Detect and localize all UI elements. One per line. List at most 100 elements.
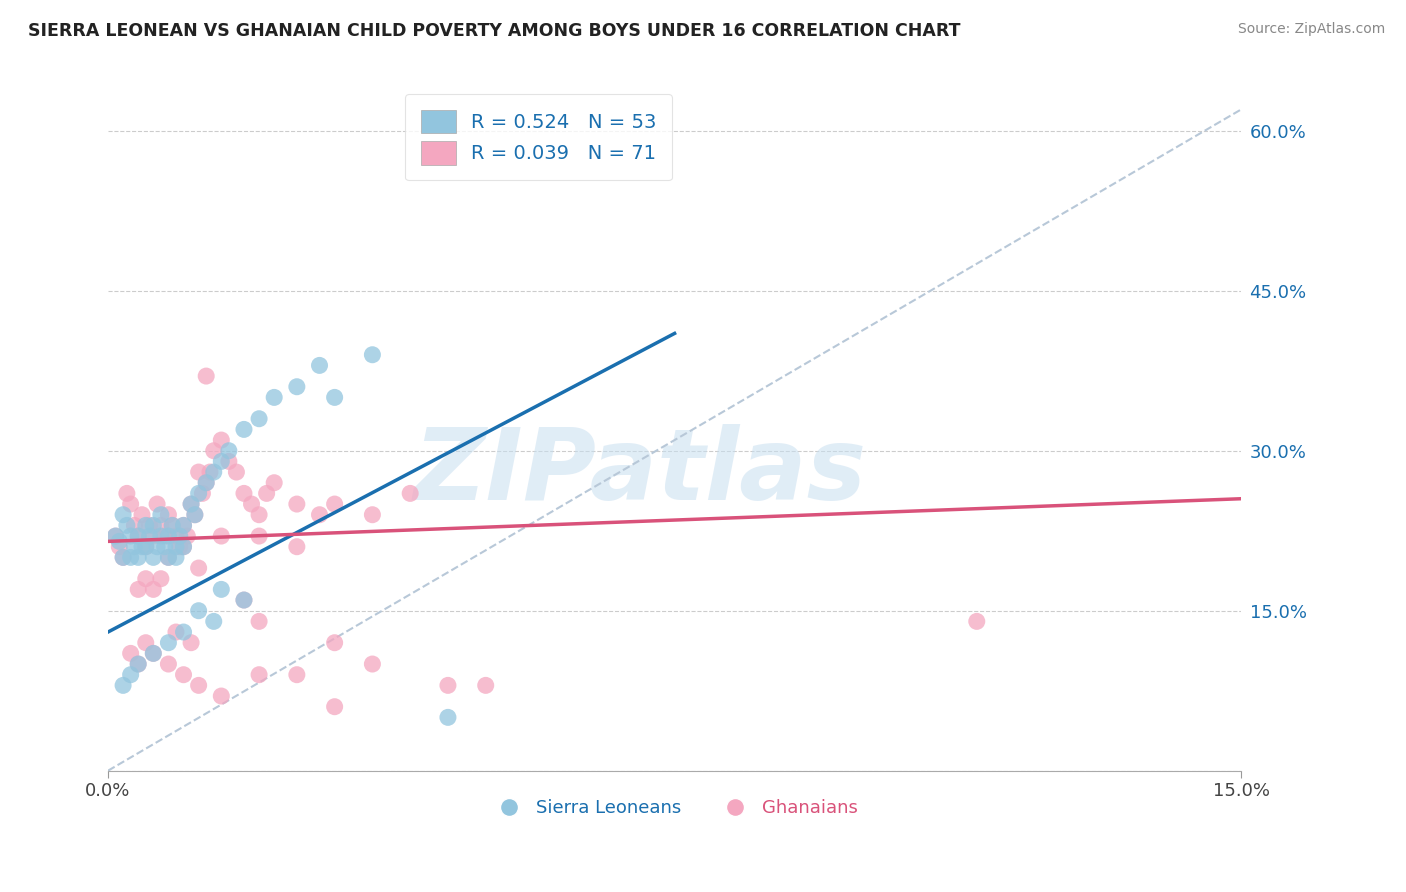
Point (187, 678, 209, 692)
Point (165, 625, 187, 640)
Point (247, 529, 270, 543)
Point (142, 529, 165, 543)
Point (120, 529, 142, 543)
Point (437, 710, 460, 724)
Point (187, 604, 209, 618)
Point (361, 508, 384, 522)
Point (187, 561, 209, 575)
Point (233, 593, 256, 607)
Point (149, 529, 172, 543)
Point (146, 540, 169, 554)
Text: Source: ZipAtlas.com: Source: ZipAtlas.com (1237, 22, 1385, 37)
Point (173, 540, 195, 554)
Point (112, 678, 135, 692)
Point (157, 636, 180, 650)
Point (127, 657, 149, 671)
Point (187, 486, 209, 500)
Point (131, 508, 153, 522)
Point (285, 667, 308, 681)
Point (165, 550, 187, 565)
Point (187, 465, 209, 479)
Point (323, 699, 346, 714)
Point (146, 497, 169, 511)
Point (263, 391, 285, 405)
Point (169, 529, 191, 543)
Point (263, 475, 285, 490)
Point (966, 615, 988, 629)
Point (285, 540, 308, 554)
Point (149, 518, 172, 533)
Point (173, 540, 195, 554)
Point (233, 422, 256, 436)
Point (112, 550, 135, 565)
Point (176, 529, 198, 543)
Point (138, 529, 160, 543)
Point (112, 508, 135, 522)
Point (180, 497, 202, 511)
Point (474, 678, 496, 692)
Point (218, 443, 240, 458)
Point (112, 550, 135, 565)
Point (191, 486, 214, 500)
Point (135, 540, 157, 554)
Text: ZIPatlas: ZIPatlas (413, 424, 868, 521)
Point (184, 508, 207, 522)
Point (209, 454, 232, 468)
Point (120, 646, 142, 660)
Point (233, 593, 256, 607)
Point (285, 497, 308, 511)
Point (209, 689, 232, 703)
Point (108, 540, 131, 554)
Point (124, 518, 146, 533)
Point (142, 646, 165, 660)
Point (361, 657, 384, 671)
Point (202, 443, 225, 458)
Point (127, 657, 149, 671)
Point (153, 540, 176, 554)
Point (160, 518, 183, 533)
Point (138, 518, 160, 533)
Point (157, 550, 180, 565)
Point (120, 550, 142, 565)
Point (361, 348, 384, 362)
Point (104, 529, 127, 543)
Point (135, 636, 157, 650)
Point (157, 529, 180, 543)
Point (225, 465, 247, 479)
Point (202, 615, 225, 629)
Point (149, 508, 172, 522)
Text: SIERRA LEONEAN VS GHANAIAN CHILD POVERTY AMONG BOYS UNDER 16 CORRELATION CHART: SIERRA LEONEAN VS GHANAIAN CHILD POVERTY… (28, 22, 960, 40)
Point (135, 540, 157, 554)
Point (247, 508, 270, 522)
Point (173, 625, 195, 640)
Point (142, 550, 165, 565)
Point (131, 540, 153, 554)
Point (195, 369, 218, 384)
Point (104, 529, 127, 543)
Point (308, 359, 330, 373)
Point (308, 508, 330, 522)
Point (399, 486, 422, 500)
Point (142, 646, 165, 660)
Point (247, 411, 270, 425)
Point (165, 529, 187, 543)
Point (127, 529, 149, 543)
Point (209, 433, 232, 447)
Point (153, 529, 176, 543)
Point (323, 497, 346, 511)
Point (142, 582, 165, 597)
Point (198, 465, 221, 479)
Point (120, 497, 142, 511)
Point (165, 540, 187, 554)
Point (135, 518, 157, 533)
Point (285, 380, 308, 394)
Point (180, 636, 202, 650)
Point (124, 540, 146, 554)
Point (323, 636, 346, 650)
Legend: Sierra Leoneans, Ghanaians: Sierra Leoneans, Ghanaians (484, 791, 866, 824)
Point (233, 486, 256, 500)
Point (240, 497, 263, 511)
Point (127, 529, 149, 543)
Point (256, 486, 278, 500)
Point (195, 475, 218, 490)
